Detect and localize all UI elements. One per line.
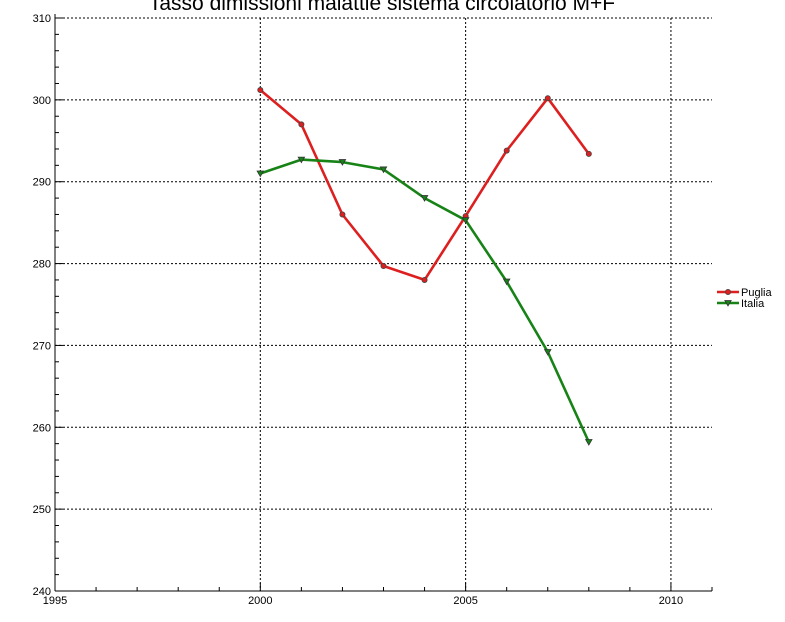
- series-layer: [256, 87, 593, 446]
- data-point-italia: [338, 159, 347, 166]
- data-point-puglia: [585, 150, 592, 157]
- legend-marker-italia: [724, 300, 732, 307]
- y-tick-label: 300: [33, 95, 51, 107]
- grid: [55, 17, 712, 591]
- data-point-italia: [461, 217, 470, 224]
- y-tick-label: 280: [33, 259, 51, 271]
- data-point-italia: [420, 195, 429, 202]
- x-tick-label: 2005: [453, 595, 477, 607]
- y-tick-label: 310: [33, 13, 51, 25]
- y-tick-label: 270: [33, 340, 51, 352]
- data-point-puglia: [339, 211, 346, 218]
- data-point-puglia: [257, 87, 264, 94]
- chart-title: Tasso dimissioni malattie sistema circol…: [149, 0, 615, 15]
- y-tick-label: 260: [33, 422, 51, 434]
- data-point-puglia: [421, 276, 428, 283]
- legend-item-puglia: Puglia: [717, 287, 772, 299]
- data-point-puglia: [298, 121, 305, 128]
- data-point-italia: [256, 170, 265, 178]
- series-puglia: [257, 87, 592, 283]
- legend-item-italia: Italia: [717, 298, 765, 310]
- data-point-italia: [502, 278, 511, 286]
- data-point-italia: [543, 349, 552, 356]
- legend-marker-puglia: [725, 288, 732, 295]
- y-tick-label: 250: [33, 504, 51, 516]
- series-italia: [256, 156, 593, 446]
- y-tick-label: 240: [33, 586, 51, 598]
- series-line-puglia: [259, 89, 590, 282]
- x-tick-label: 2000: [248, 595, 272, 607]
- data-point-italia: [584, 439, 593, 446]
- data-point-italia: [379, 166, 388, 174]
- legend-label-puglia: Puglia: [741, 287, 772, 299]
- y-tick-label: 290: [33, 177, 51, 189]
- axes: [54, 14, 713, 592]
- data-point-puglia: [503, 147, 510, 154]
- tick-labels: 240 250 260 270 280 290 300 310 1995 2000 2005 2010: [33, 13, 684, 607]
- data-point-puglia: [380, 263, 387, 270]
- data-point-italia: [297, 156, 306, 164]
- data-point-puglia: [544, 95, 551, 102]
- legend-label-italia: Italia: [741, 298, 765, 310]
- x-tick-label: 1995: [43, 595, 67, 607]
- series-line-italia: [259, 158, 590, 443]
- x-tick-label: 2010: [659, 595, 683, 607]
